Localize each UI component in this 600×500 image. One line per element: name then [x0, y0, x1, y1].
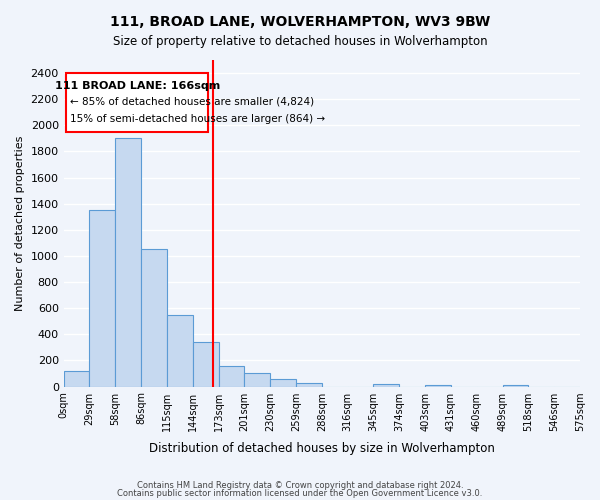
X-axis label: Distribution of detached houses by size in Wolverhampton: Distribution of detached houses by size …	[149, 442, 495, 455]
Bar	[141, 250, 167, 386]
Bar	[244, 374, 270, 386]
Bar	[167, 314, 193, 386]
Text: 111, BROAD LANE, WOLVERHAMPTON, WV3 9BW: 111, BROAD LANE, WOLVERHAMPTON, WV3 9BW	[110, 15, 490, 29]
Bar	[64, 371, 89, 386]
Text: Contains HM Land Registry data © Crown copyright and database right 2024.: Contains HM Land Registry data © Crown c…	[137, 481, 463, 490]
Bar	[270, 380, 296, 386]
FancyBboxPatch shape	[66, 73, 208, 132]
Bar	[503, 384, 529, 386]
Text: ← 85% of detached houses are smaller (4,824): ← 85% of detached houses are smaller (4,…	[70, 96, 314, 106]
Text: Contains public sector information licensed under the Open Government Licence v3: Contains public sector information licen…	[118, 488, 482, 498]
Y-axis label: Number of detached properties: Number of detached properties	[15, 136, 25, 311]
Bar	[193, 342, 218, 386]
Bar	[296, 382, 322, 386]
Text: 111 BROAD LANE: 166sqm: 111 BROAD LANE: 166sqm	[55, 81, 220, 91]
Bar	[373, 384, 399, 386]
Bar	[425, 384, 451, 386]
Bar	[218, 366, 244, 386]
Text: Size of property relative to detached houses in Wolverhampton: Size of property relative to detached ho…	[113, 35, 487, 48]
Bar	[89, 210, 115, 386]
Bar	[115, 138, 141, 386]
Text: 15% of semi-detached houses are larger (864) →: 15% of semi-detached houses are larger (…	[70, 114, 325, 124]
